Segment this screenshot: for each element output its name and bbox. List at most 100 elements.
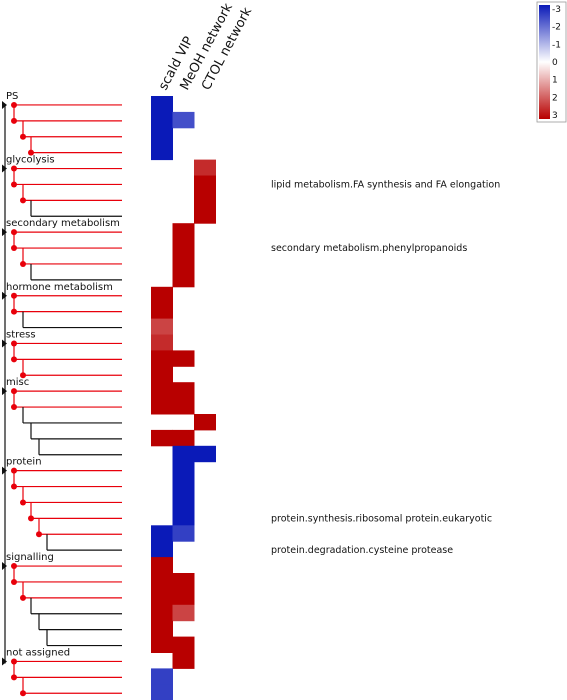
tree-node-dot (11, 674, 17, 681)
heatmap-cell (151, 382, 173, 399)
heatmap-cell (151, 111, 173, 129)
heatmap-cell (194, 207, 216, 224)
category-label: hormone metabolism (6, 282, 113, 293)
tree-node-dot (11, 388, 17, 395)
heatmap-cell (151, 366, 173, 383)
category-label: protein (6, 457, 42, 468)
heatmap-cell (172, 223, 195, 240)
heatmap-cell (172, 255, 195, 272)
tree-node-dot (11, 292, 17, 299)
heatmap-cell (151, 620, 173, 638)
heatmap-cell (151, 302, 173, 320)
heatmap-cell (151, 525, 173, 542)
annotations: lipid metabolism.FA synthesis and FA elo… (271, 179, 500, 556)
tree-node-dot (11, 101, 17, 108)
legend-tick-label: -2 (552, 23, 561, 33)
tree-node-dot (20, 133, 26, 140)
tree-node-dot (11, 467, 17, 474)
heatmap-cell (172, 652, 195, 669)
heatmap-cell (172, 270, 195, 288)
heatmap-cell (151, 286, 173, 304)
category-label: stress (6, 330, 36, 341)
color-legend: -3 -2 -1 0 1 2 3 (536, 1, 567, 123)
category-label: misc (6, 377, 29, 388)
heatmap-cell (194, 445, 216, 463)
legend-tick-label: 0 (552, 58, 558, 68)
heatmap-cell (172, 525, 195, 542)
heatmap-cell (151, 604, 173, 622)
heatmap-cell (194, 159, 216, 176)
tree-node-dot (11, 181, 17, 188)
tree-node-dot (28, 149, 34, 156)
pathway-annotation: protein.degradation.cysteine protease (271, 545, 453, 556)
tree-node-dot (20, 260, 26, 267)
tree-node-dot (11, 245, 17, 252)
tree-node-dot (20, 499, 26, 506)
legend-tick-label: 1 (552, 76, 558, 86)
heatmap-cell (172, 509, 195, 526)
pathway-annotation: secondary metabolism.phenylpropanoids (271, 243, 467, 254)
tree-node-dot (36, 531, 42, 538)
heatmap-cell (151, 573, 173, 590)
heatmap-cell (172, 461, 195, 479)
pathway-annotation: lipid metabolism.FA synthesis and FA elo… (271, 179, 500, 190)
category-label: glycolysis (6, 155, 55, 166)
heatmap-cell (172, 636, 195, 653)
tree-node-dot (11, 578, 17, 585)
heatmap-cell (172, 588, 195, 606)
heatmap-cell (151, 588, 173, 606)
tree-node-dot (11, 483, 17, 490)
legend-tick-label: -1 (552, 40, 561, 50)
heatmap-cell (172, 382, 195, 399)
heatmap-cell (151, 127, 173, 145)
tree-node-dot (11, 404, 17, 411)
heatmap-cell (172, 239, 195, 256)
legend-tick-label: -3 (552, 5, 561, 15)
heatmap-cell (151, 398, 173, 415)
heatmap-cell (194, 414, 216, 431)
heatmap-cell (172, 493, 195, 510)
tree-node-dot (11, 658, 17, 665)
tree-node-dot (20, 594, 26, 601)
category-label: secondary metabolism (6, 218, 120, 229)
heatmap-cell (151, 350, 173, 367)
heatmap-cell (194, 191, 216, 208)
heatmap-cell (151, 668, 173, 685)
heatmap-cell (151, 143, 173, 161)
heatmap-cell (172, 573, 195, 590)
heatmap-cell (172, 350, 195, 367)
category-label: not assigned (6, 648, 70, 659)
tree-node-dot (11, 165, 17, 172)
heatmap-cell (172, 111, 195, 129)
heatmap-cell (172, 429, 195, 447)
category-label: signalling (6, 552, 54, 563)
heatmap-cell (194, 175, 216, 192)
heatmap-cell (151, 96, 173, 113)
tree-node-dot (28, 515, 34, 522)
heatmap-cell (172, 445, 195, 463)
tree-node-dot (20, 372, 26, 379)
heatmap-cell (151, 557, 173, 574)
heatmap (151, 96, 216, 700)
heatmap-cell (151, 636, 173, 653)
heatmap-cell (151, 541, 173, 558)
legend-color-bar (539, 5, 550, 119)
pathway-annotation: protein.synthesis.ribosomal protein.euka… (271, 513, 492, 524)
tree-node-dot (20, 690, 26, 697)
tree-node-dot (11, 563, 17, 570)
category-tree: PS glycolysis secondary metabolism hormone … (2, 91, 122, 697)
heatmap-cell (172, 477, 195, 494)
tree-node-dot (20, 197, 26, 204)
tree-node-dot (11, 308, 17, 315)
tree-node-dot (11, 356, 17, 363)
heatmap-cell (151, 684, 173, 700)
heatmap-cell (151, 429, 173, 447)
heatmap-cell (172, 398, 195, 415)
heatmap-cell (151, 318, 173, 335)
heatmap-cell (151, 334, 173, 351)
heatmap-cell (172, 604, 195, 622)
category-label: PS (6, 91, 18, 102)
tree-node-dot (11, 117, 17, 124)
